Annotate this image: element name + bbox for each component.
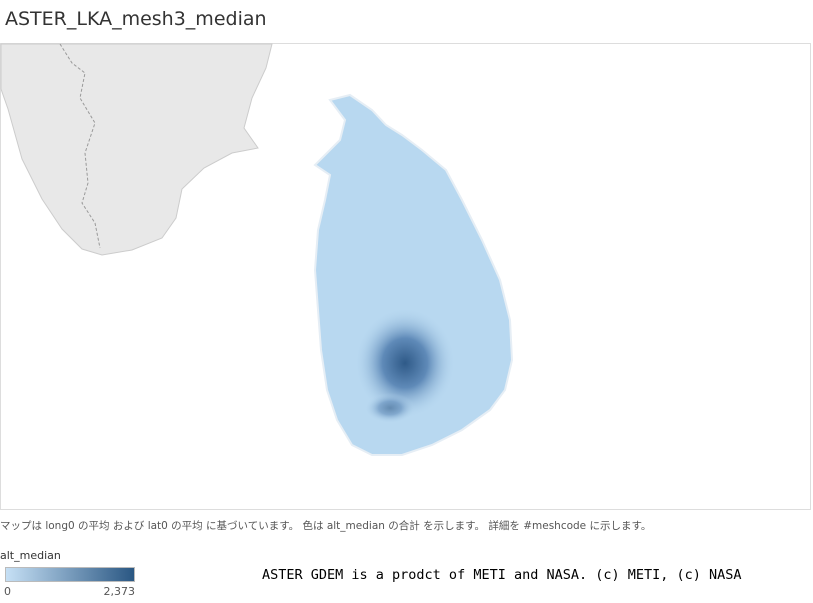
legend-title: alt_median: [0, 549, 61, 562]
legend-gradient: [5, 567, 135, 582]
credit: ASTER GDEM is a prodct of METI and NASA.…: [262, 567, 742, 583]
india-land: [0, 43, 273, 256]
map[interactable]: [0, 43, 812, 510]
highlands: [355, 308, 455, 418]
highlands: [365, 393, 415, 423]
title: ASTER_LKA_mesh3_median: [5, 8, 267, 30]
caption: マップは long0 の平均 および lat0 の平均 に基づいています。 色は…: [0, 520, 652, 532]
legend-min: 0: [4, 585, 11, 598]
legend-max: 2,373: [103, 585, 136, 598]
state-border: [59, 43, 101, 249]
